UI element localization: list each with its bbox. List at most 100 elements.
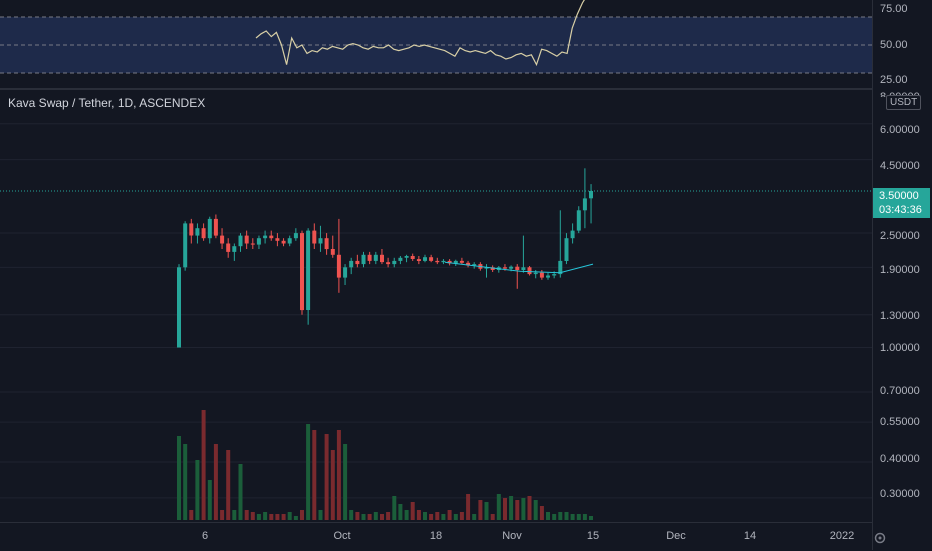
volume-bar (435, 512, 440, 520)
time-tick-label: 2022 (829, 530, 855, 542)
volume-bar (293, 516, 298, 520)
candle-body (392, 260, 397, 265)
price-tick-label: 0.30000 (880, 488, 920, 500)
candle-body (484, 267, 489, 269)
volume-bar (256, 514, 261, 520)
candle-body (509, 266, 514, 269)
candle-body (576, 210, 581, 231)
candle-body (195, 228, 200, 236)
candle-body (244, 235, 249, 244)
volume-bar (263, 512, 268, 520)
candle-body (287, 238, 292, 244)
time-tick-label: Oct (333, 530, 351, 542)
candle-body (423, 257, 427, 261)
candle-body (380, 254, 384, 263)
volume-bar (429, 514, 434, 520)
candle-body (318, 238, 323, 244)
candle-body (238, 235, 243, 247)
candle-body (570, 230, 575, 239)
candle-body (281, 240, 286, 244)
time-axis[interactable] (0, 522, 872, 551)
volume-bar (423, 512, 427, 520)
volume-bar (589, 516, 593, 520)
gear-icon[interactable] (873, 531, 887, 545)
candle-body (361, 254, 366, 265)
price-tick-label: 1.90000 (880, 264, 920, 276)
volume-bar (373, 512, 378, 520)
candle-body (306, 230, 311, 310)
pane-divider[interactable] (0, 88, 872, 90)
volume-bar (392, 496, 397, 520)
candle-body (367, 254, 372, 261)
price-tick-label: 0.55000 (880, 416, 920, 428)
volume-bar (496, 494, 501, 520)
candlestick-chart (0, 87, 872, 520)
volume-bar (343, 444, 348, 520)
volume-bar (490, 514, 495, 520)
volume-bar (466, 494, 471, 520)
volume-bar (238, 464, 243, 520)
candle-body (503, 267, 507, 269)
price-tick-label: 1.30000 (880, 310, 920, 322)
candle-body (410, 256, 415, 259)
candle-body (201, 228, 206, 239)
candle-body (546, 275, 550, 278)
volume-bar (521, 498, 526, 520)
volume-bar (478, 500, 483, 520)
volume-bar (183, 444, 188, 520)
candle-body (533, 272, 538, 275)
candle-body (293, 233, 298, 239)
candle-body (207, 218, 212, 239)
volume-bar (244, 510, 249, 520)
volume-bar (232, 510, 237, 520)
candle-body (336, 254, 341, 278)
rsi-line (255, 0, 585, 67)
volume-bar (515, 500, 520, 520)
candle-body (521, 267, 526, 270)
volume-bar (281, 514, 286, 520)
candle-body (232, 246, 237, 252)
candle-body (256, 238, 261, 245)
volume-bar (527, 496, 532, 520)
volume-bar (189, 510, 194, 520)
candle-body (447, 260, 452, 264)
time-tick-label: 18 (429, 530, 443, 542)
volume-bar (250, 512, 255, 520)
candle-body (189, 223, 194, 236)
price-axis[interactable] (872, 0, 932, 550)
currency-badge[interactable]: USDT (886, 95, 922, 110)
volume-bar (177, 436, 181, 520)
candle-body (269, 235, 274, 239)
candle-body (398, 257, 403, 261)
candle-body (177, 267, 181, 348)
volume-bar (213, 444, 218, 520)
volume-bar (386, 512, 391, 520)
volume-bar (453, 514, 458, 520)
candle-body (453, 260, 458, 264)
rsi-pane[interactable] (0, 0, 872, 88)
symbol-title[interactable]: Kava Swap / Tether, 1D, ASCENDEX (8, 96, 206, 110)
candle-body (324, 238, 329, 250)
volume-bar (398, 504, 403, 520)
price-pane[interactable] (0, 87, 872, 522)
volume-bar (472, 514, 477, 520)
candle-body (466, 262, 471, 266)
volume-bar (324, 434, 329, 520)
time-tick-label: Nov (502, 530, 522, 542)
volume-bar (201, 410, 206, 520)
time-tick-label: 15 (586, 530, 600, 542)
price-tick-label: 6.00000 (880, 124, 920, 136)
volume-bar (220, 510, 225, 520)
bar-countdown: 03:43:36 (879, 204, 922, 216)
price-tick-label: 1.00000 (880, 342, 920, 354)
volume-bar (312, 430, 317, 520)
time-tick-label: 14 (743, 530, 757, 542)
candle-body (404, 256, 409, 258)
volume-bar (349, 510, 354, 520)
candle-body (490, 267, 495, 270)
volume-bar (330, 450, 335, 520)
candle-body (250, 243, 255, 245)
volume-bar (275, 514, 280, 520)
price-tick-label: 4.50000 (880, 160, 920, 172)
candle-body (552, 274, 557, 276)
